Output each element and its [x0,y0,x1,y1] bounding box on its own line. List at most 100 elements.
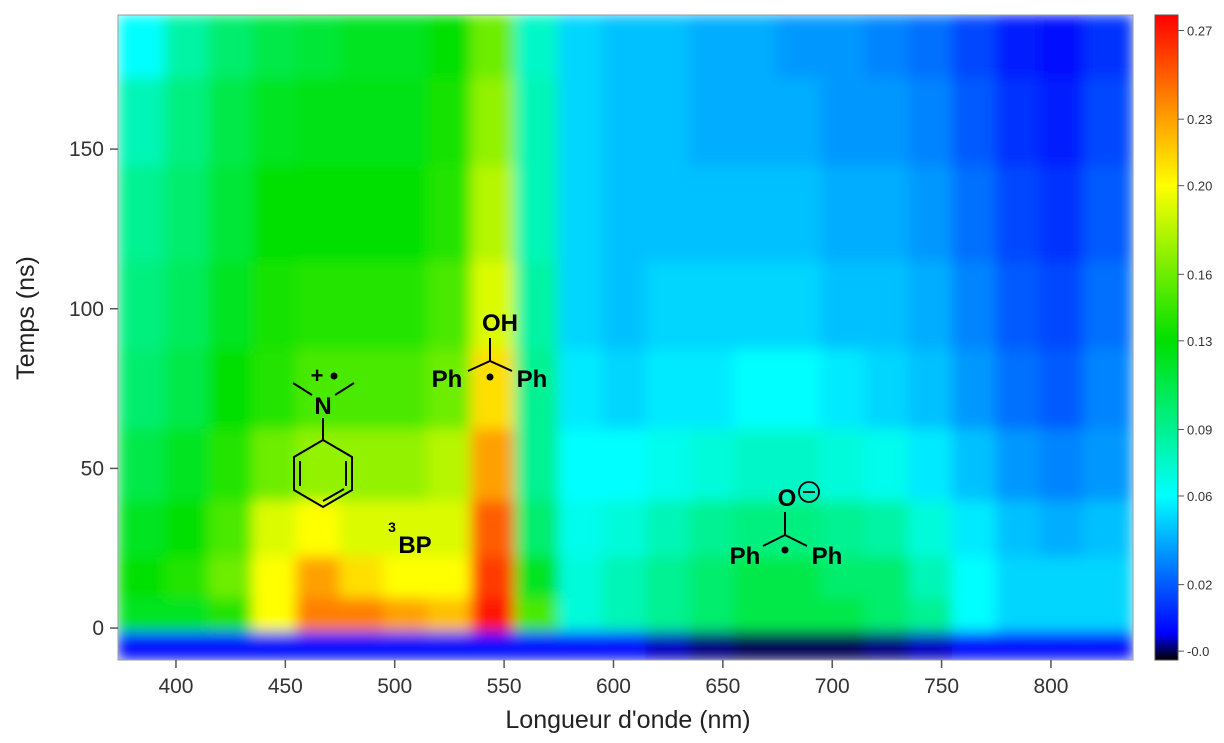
heat-cell [164,15,210,78]
y-tick-label: 150 [69,138,104,161]
heat-cell [514,499,560,557]
annotation: O [778,485,797,512]
heat-cell [208,499,254,557]
heat-cell [252,597,297,632]
heat-cell [295,555,341,599]
heat-cell [252,555,297,599]
heat-cell [427,555,472,599]
heat-cell [952,15,997,78]
heat-cell [208,260,254,350]
heat-cell [952,428,997,501]
heat-cell [295,76,341,166]
heat-cell [864,348,910,430]
heat-cell [470,348,516,430]
heat-cell [995,499,1041,557]
heat-cell [427,597,472,632]
heat-cell [995,348,1041,430]
heat-cell [208,597,254,632]
heat-cell [427,260,472,350]
heat-cell [514,260,560,350]
heat-cell [1039,428,1085,501]
heat-cell [295,597,341,632]
heat-cell [689,15,735,78]
heat-cell [733,597,779,632]
heat-cell [864,164,910,262]
heat-cell [820,597,866,632]
heat-cell [952,630,997,660]
annotation: Ph [432,366,463,393]
annotation: Ph [812,543,843,570]
heat-cell [295,260,341,350]
heat-cell [864,76,910,166]
heat-cell [820,428,866,501]
heat-cell [252,76,297,166]
heat-cell [383,348,429,430]
heat-cell [427,499,472,557]
x-tick-label: 800 [1033,675,1068,698]
heat-cell [995,164,1041,262]
heat-cell [645,15,691,78]
heat-cell [339,76,385,166]
heat-cell [208,555,254,599]
x-axis-label: Longueur d'onde (nm) [505,706,750,734]
heat-cell [558,15,604,78]
heat-cell [164,555,210,599]
heat-cell [645,260,691,350]
plot-frame [117,14,1134,661]
heat-cell [777,164,822,262]
heat-cell [339,164,385,262]
colorbar-tick-label: 0.06 [1187,489,1212,504]
heat-cell [164,630,210,660]
heat-cell [952,260,997,350]
heat-cell [995,630,1041,660]
heat-cell [118,76,166,166]
heat-cell [383,555,429,599]
heat-cell [252,428,297,501]
heat-cell [1083,597,1133,632]
colorbar-tick-label: 0.16 [1187,267,1212,282]
heat-cell [820,76,866,166]
heat-cell [864,428,910,501]
heat-cell [733,15,779,78]
heat-cell [118,428,166,501]
heat-cell [602,76,647,166]
heat-cell [164,76,210,166]
molecule-drawings [292,338,820,554]
heat-cell [558,499,604,557]
x-tick-label: 700 [815,675,850,698]
heat-cell [1039,499,1085,557]
colorbar [1154,14,1179,661]
heat-cell [733,499,779,557]
heat-cell [383,499,429,557]
colorbar-tick-label: 0.20 [1187,179,1212,194]
heat-cell [383,260,429,350]
heat-cell [295,428,341,501]
heat-cell [864,555,910,599]
heat-cell [470,428,516,501]
heat-cell [208,15,254,78]
heat-cell [602,348,647,430]
heat-cell [777,630,822,660]
y-axis-label: Temps (ns) [12,256,40,380]
heat-cell [252,164,297,262]
heat-cell [908,348,954,430]
heat-cell [820,164,866,262]
heat-cell [1039,597,1085,632]
heat-cell [733,630,779,660]
heat-cell [645,555,691,599]
heat-cell [339,15,385,78]
heat-cell [118,164,166,262]
heat-cell [645,76,691,166]
heat-cell [118,260,166,350]
heat-cell [689,348,735,430]
heat-cell [118,499,166,557]
colorbar-tick-label: 0.13 [1187,334,1212,349]
heat-cell [339,630,385,660]
heat-cell [470,76,516,166]
heat-cell [118,348,166,430]
x-tick-label: 400 [158,675,193,698]
heat-cell [558,164,604,262]
heat-cell [339,555,385,599]
heat-cell [118,555,166,599]
heat-cell [470,499,516,557]
